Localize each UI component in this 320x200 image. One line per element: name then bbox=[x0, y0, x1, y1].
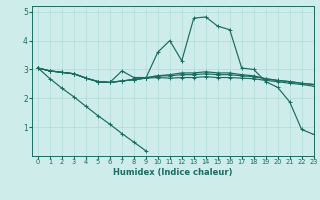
X-axis label: Humidex (Indice chaleur): Humidex (Indice chaleur) bbox=[113, 168, 233, 177]
